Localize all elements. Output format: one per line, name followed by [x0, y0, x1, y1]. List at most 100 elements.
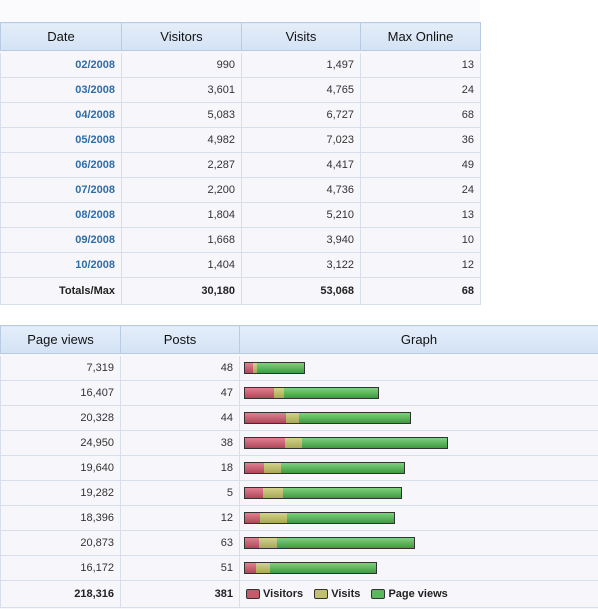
posts-cell: 5 — [120, 480, 240, 506]
pageviews-header-row: Page views Posts Graph — [0, 325, 598, 354]
graph-legend: Visitors Visits Page views — [239, 580, 598, 608]
page-views-cell: 19,282 — [0, 480, 121, 506]
table-row: 10/2008 1,404 3,122 12 — [0, 252, 481, 278]
table-row: 16,407 47 — [0, 380, 598, 406]
visitors-cell: 1,804 — [121, 202, 242, 228]
visitors-cell: 2,200 — [121, 177, 242, 203]
month-link[interactable]: 09/2008 — [0, 227, 122, 253]
col-header-visitors[interactable]: Visitors — [121, 22, 242, 51]
month-link[interactable]: 10/2008 — [0, 252, 122, 278]
visitors-bar — [245, 563, 256, 574]
table-row: 20,873 63 — [0, 530, 598, 556]
visitors-cell: 4,982 — [121, 127, 242, 153]
graph-cell — [239, 530, 598, 556]
graph-cell — [239, 430, 598, 456]
table-row: 06/2008 2,287 4,417 49 — [0, 152, 481, 178]
table-row: 02/2008 990 1,497 13 — [0, 53, 481, 78]
col-header-date[interactable]: Date — [0, 22, 122, 51]
visits-cell: 4,417 — [241, 152, 361, 178]
posts-cell: 48 — [120, 356, 240, 381]
page-views-bar — [244, 362, 305, 375]
table-row: 04/2008 5,083 6,727 68 — [0, 102, 481, 128]
page-views-cell: 18,396 — [0, 505, 121, 531]
month-link[interactable]: 02/2008 — [0, 53, 122, 78]
table-row: 09/2008 1,668 3,940 10 — [0, 227, 481, 253]
posts-cell: 12 — [120, 505, 240, 531]
page-views-legend-swatch — [371, 589, 386, 600]
max-online-cell: 13 — [360, 202, 481, 228]
posts-cell: 47 — [120, 380, 240, 406]
page-views-bar — [244, 512, 395, 525]
max-online-cell: 68 — [360, 102, 481, 128]
month-link[interactable]: 03/2008 — [0, 77, 122, 103]
monthly-stats-table: Date Visitors Visits Max Online 02/2008 … — [0, 22, 481, 305]
col-header-max-online[interactable]: Max Online — [360, 22, 481, 51]
visits-cell: 3,122 — [241, 252, 361, 278]
visits-bar — [245, 563, 270, 574]
max-online-cell: 36 — [360, 127, 481, 153]
page-views-bar — [244, 537, 415, 550]
total-page-views: 218,316 — [0, 580, 121, 608]
posts-cell: 18 — [120, 455, 240, 481]
visits-cell: 4,765 — [241, 77, 361, 103]
visits-bar — [245, 488, 283, 499]
table-row: 08/2008 1,804 5,210 13 — [0, 202, 481, 228]
col-header-graph: Graph — [239, 325, 598, 354]
max-online-cell: 13 — [360, 53, 481, 78]
col-header-posts[interactable]: Posts — [120, 325, 240, 354]
visitors-bar — [245, 538, 259, 549]
table-row: 19,640 18 — [0, 455, 598, 481]
graph-cell — [239, 380, 598, 406]
visitors-bar — [245, 438, 285, 449]
visitors-bar — [245, 388, 274, 399]
totals-row: Totals/Max 30,180 53,068 68 — [0, 277, 481, 305]
pageviews-table: Page views Posts Graph 7,319 48 16,407 4… — [0, 325, 598, 608]
table-row: 05/2008 4,982 7,023 36 — [0, 127, 481, 153]
max-online-cell: 24 — [360, 177, 481, 203]
total-max-online: 68 — [360, 277, 481, 305]
table-row: 20,328 44 — [0, 405, 598, 431]
col-header-visits[interactable]: Visits — [241, 22, 361, 51]
page-views-bar — [244, 487, 402, 500]
month-link[interactable]: 04/2008 — [0, 102, 122, 128]
visitors-bar — [245, 488, 263, 499]
posts-cell: 38 — [120, 430, 240, 456]
month-link[interactable]: 05/2008 — [0, 127, 122, 153]
visitors-bar — [245, 513, 260, 524]
month-link[interactable]: 06/2008 — [0, 152, 122, 178]
visits-cell: 4,736 — [241, 177, 361, 203]
page-views-bar — [244, 562, 377, 575]
page-views-bar — [244, 462, 405, 475]
monthly-stats-header-row: Date Visitors Visits Max Online — [0, 22, 481, 51]
visitors-cell: 3,601 — [121, 77, 242, 103]
visits-legend-swatch — [314, 589, 329, 600]
visits-cell: 3,940 — [241, 227, 361, 253]
posts-cell: 63 — [120, 530, 240, 556]
spacer-row — [0, 353, 598, 356]
total-visitors: 30,180 — [121, 277, 242, 305]
visitors-cell: 1,668 — [121, 227, 242, 253]
graph-cell — [239, 480, 598, 506]
table-row: 03/2008 3,601 4,765 24 — [0, 77, 481, 103]
page-views-bar — [244, 412, 411, 425]
max-online-cell: 24 — [360, 77, 481, 103]
table-row: 19,282 5 — [0, 480, 598, 506]
legend-page-views: Page views — [388, 588, 448, 600]
visits-cell: 6,727 — [241, 102, 361, 128]
visits-bar — [245, 513, 287, 524]
month-link[interactable]: 07/2008 — [0, 177, 122, 203]
totals-row: 218,316 381 Visitors Visits Page views — [0, 580, 598, 608]
month-link[interactable]: 08/2008 — [0, 202, 122, 228]
max-online-cell: 10 — [360, 227, 481, 253]
posts-cell: 51 — [120, 555, 240, 581]
col-header-page-views[interactable]: Page views — [0, 325, 121, 354]
page-views-cell: 16,172 — [0, 555, 121, 581]
graph-cell — [239, 405, 598, 431]
visitors-bar — [245, 413, 286, 424]
max-online-cell: 49 — [360, 152, 481, 178]
visitors-bar — [245, 363, 253, 374]
total-visits: 53,068 — [241, 277, 361, 305]
page-views-cell: 20,328 — [0, 405, 121, 431]
panel-top-band — [0, 0, 480, 22]
visitors-cell: 990 — [121, 53, 242, 78]
